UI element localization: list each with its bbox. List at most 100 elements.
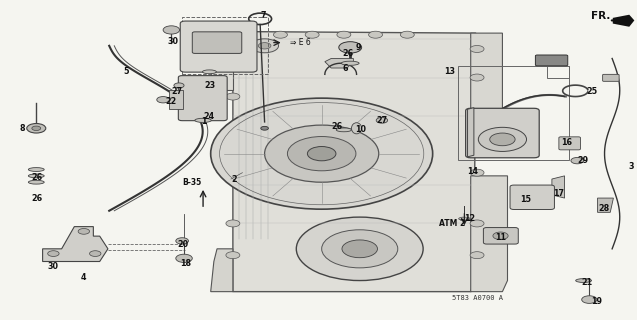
Text: 7: 7 [260, 11, 266, 20]
Circle shape [287, 137, 356, 171]
Circle shape [157, 97, 169, 103]
Polygon shape [471, 33, 503, 122]
FancyBboxPatch shape [559, 137, 580, 150]
Text: 28: 28 [599, 204, 610, 213]
Text: 8: 8 [19, 124, 25, 133]
FancyBboxPatch shape [483, 228, 519, 244]
Ellipse shape [28, 168, 44, 172]
Text: 9: 9 [355, 43, 361, 52]
Text: 29: 29 [577, 156, 589, 165]
Ellipse shape [459, 217, 470, 220]
Text: 21: 21 [582, 278, 593, 287]
Text: 16: 16 [561, 138, 572, 147]
Circle shape [48, 251, 59, 256]
Circle shape [470, 220, 484, 227]
Text: 18: 18 [180, 259, 191, 268]
Circle shape [342, 240, 378, 258]
Text: 25: 25 [586, 87, 598, 96]
Circle shape [90, 251, 101, 256]
Text: 12: 12 [464, 214, 475, 223]
Text: 5: 5 [124, 67, 129, 76]
Circle shape [470, 141, 484, 148]
Circle shape [258, 43, 271, 49]
Text: 19: 19 [591, 297, 602, 306]
Polygon shape [211, 249, 233, 292]
FancyBboxPatch shape [180, 21, 257, 72]
Text: ⇒ E 6: ⇒ E 6 [290, 38, 311, 47]
Text: 22: 22 [165, 97, 176, 106]
FancyBboxPatch shape [603, 74, 619, 81]
Circle shape [571, 157, 583, 164]
Text: 13: 13 [444, 67, 455, 76]
Bar [182, 17, 268, 74]
Circle shape [305, 31, 319, 38]
Ellipse shape [203, 70, 217, 74]
Text: 26: 26 [32, 173, 43, 182]
Circle shape [226, 252, 240, 259]
Text: ATM 2: ATM 2 [438, 219, 465, 228]
Text: 26: 26 [331, 122, 342, 131]
Circle shape [322, 230, 397, 268]
Ellipse shape [576, 279, 592, 283]
Circle shape [226, 93, 240, 100]
Circle shape [470, 74, 484, 81]
Text: 30: 30 [168, 36, 178, 45]
Circle shape [296, 217, 423, 281]
Circle shape [339, 42, 362, 53]
Circle shape [32, 126, 41, 131]
Text: 10: 10 [355, 125, 366, 134]
Ellipse shape [28, 180, 44, 184]
Text: 20: 20 [178, 240, 189, 249]
Circle shape [242, 31, 255, 38]
Circle shape [478, 127, 527, 151]
Ellipse shape [341, 61, 359, 65]
Text: 15: 15 [520, 195, 531, 204]
Polygon shape [598, 198, 613, 212]
Circle shape [163, 26, 180, 34]
Bar [458, 67, 569, 160]
Circle shape [176, 238, 189, 244]
Text: FR.: FR. [591, 11, 610, 21]
Text: 2: 2 [231, 174, 236, 184]
Circle shape [226, 61, 240, 68]
Circle shape [470, 45, 484, 52]
Ellipse shape [195, 118, 211, 123]
Polygon shape [325, 59, 354, 68]
FancyBboxPatch shape [510, 185, 554, 210]
Circle shape [470, 252, 484, 259]
FancyBboxPatch shape [192, 32, 242, 53]
Text: B-35: B-35 [182, 178, 201, 187]
Polygon shape [211, 33, 233, 90]
Polygon shape [233, 32, 476, 292]
Circle shape [400, 31, 414, 38]
Polygon shape [471, 176, 508, 292]
Circle shape [470, 169, 484, 176]
Text: 6: 6 [343, 63, 348, 73]
Circle shape [27, 124, 46, 133]
Text: 23: 23 [204, 81, 215, 90]
Circle shape [337, 31, 351, 38]
Text: 11: 11 [495, 233, 506, 242]
FancyBboxPatch shape [466, 108, 539, 158]
FancyBboxPatch shape [178, 76, 227, 121]
FancyBboxPatch shape [536, 55, 568, 66]
Ellipse shape [28, 174, 44, 178]
Text: 26: 26 [32, 194, 43, 203]
Circle shape [490, 133, 515, 146]
Circle shape [582, 296, 597, 303]
Text: 3: 3 [628, 162, 634, 171]
Circle shape [78, 228, 90, 234]
Text: 26: 26 [343, 49, 354, 58]
Circle shape [369, 31, 383, 38]
Circle shape [376, 117, 388, 123]
Text: 1: 1 [201, 117, 206, 126]
Circle shape [264, 125, 379, 182]
Polygon shape [43, 227, 108, 261]
Text: 14: 14 [468, 167, 478, 176]
Ellipse shape [336, 128, 352, 132]
Text: 4: 4 [81, 273, 86, 282]
Polygon shape [169, 90, 183, 109]
Text: 30: 30 [47, 262, 58, 271]
Circle shape [176, 254, 192, 262]
Circle shape [261, 126, 268, 130]
